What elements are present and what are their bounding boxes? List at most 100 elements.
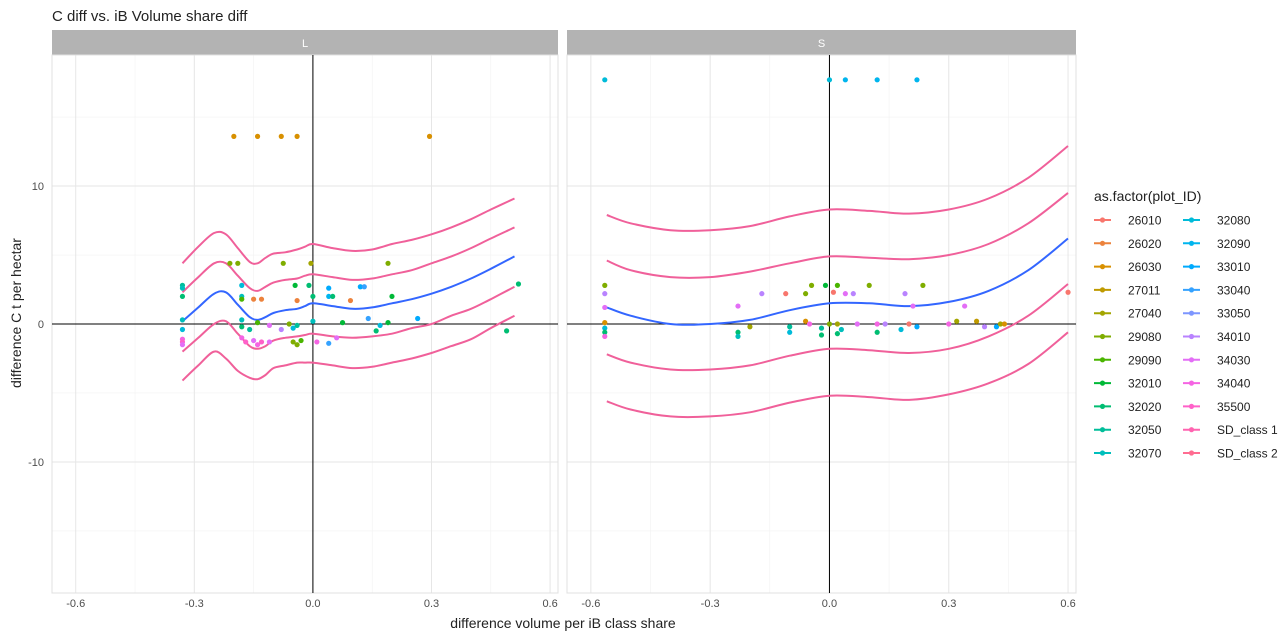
data-point xyxy=(747,324,753,330)
data-point xyxy=(179,285,186,291)
data-point xyxy=(326,285,332,291)
legend-item: 29090 xyxy=(1094,353,1162,367)
legend-label: 32020 xyxy=(1128,400,1162,414)
data-point xyxy=(735,333,741,340)
data-point xyxy=(906,321,912,327)
legend-key-point xyxy=(1188,380,1195,386)
data-point xyxy=(266,339,273,345)
data-point xyxy=(787,329,793,335)
data-point xyxy=(787,324,793,330)
data-point xyxy=(826,321,833,327)
legend-item: 26030 xyxy=(1094,260,1162,274)
legend-label: 26020 xyxy=(1128,237,1162,251)
trend-line xyxy=(181,255,515,322)
band-line-upper-sd-class-2 xyxy=(181,197,515,265)
x-tick-label: 0.0 xyxy=(305,598,320,610)
chart-title: C diff vs. iB Volume share diff xyxy=(52,8,248,25)
legend-item: 26010 xyxy=(1094,214,1162,228)
legend-item: SD_class 1 xyxy=(1183,423,1278,437)
legend-key-point xyxy=(1188,357,1195,363)
data-point xyxy=(830,289,837,295)
data-point xyxy=(842,291,848,297)
x-axis-label: difference volume per iB class share xyxy=(450,615,676,631)
panel-L: L -0.6 -0.3 0.0 0.3 0.6 -10 0 10 xyxy=(28,30,559,610)
band-line-upper-sd-class-1 xyxy=(181,226,515,294)
data-point xyxy=(373,328,379,334)
legend-item: 33050 xyxy=(1183,307,1251,321)
legend-key-point xyxy=(1188,240,1195,246)
legend-key-point xyxy=(1188,450,1195,456)
legend-item: 27040 xyxy=(1094,307,1162,321)
legend-key-point xyxy=(1099,450,1106,456)
data-point xyxy=(602,333,608,340)
data-point xyxy=(292,282,298,288)
legend-key-point xyxy=(1099,287,1106,293)
data-point xyxy=(806,321,813,327)
legend-label: 34010 xyxy=(1217,330,1251,344)
data-point xyxy=(357,284,363,290)
x-tick-label: -0.3 xyxy=(701,598,720,610)
data-point xyxy=(251,337,257,344)
legend-key-point xyxy=(1099,403,1106,409)
x-tick-label: 0.6 xyxy=(1060,598,1075,610)
legend-key-point xyxy=(1188,264,1195,270)
data-point xyxy=(838,326,844,333)
data-point xyxy=(826,77,833,83)
data-point xyxy=(239,296,245,302)
legend-item: 29080 xyxy=(1094,330,1162,344)
data-point xyxy=(330,293,336,300)
legend-label: 34040 xyxy=(1217,377,1251,391)
legend-item: 32010 xyxy=(1094,377,1162,391)
data-point xyxy=(306,282,312,288)
data-point xyxy=(231,133,237,139)
legend-label: 29080 xyxy=(1128,330,1162,344)
band-line-lower-sd-class-2 xyxy=(181,314,515,382)
facet-strip-label: S xyxy=(818,38,825,50)
data-point xyxy=(227,260,233,266)
data-point xyxy=(962,303,968,309)
legend-key-point xyxy=(1099,240,1106,246)
y-tick-label: -10 xyxy=(28,457,44,469)
legend-label: SD_class 2 xyxy=(1217,447,1278,461)
data-point xyxy=(385,260,391,266)
legend-key-point xyxy=(1099,264,1106,270)
legend-key-point xyxy=(1188,217,1195,223)
data-point xyxy=(954,318,960,324)
y-tick-label: 10 xyxy=(32,181,44,193)
legend-title: as.factor(plot_ID) xyxy=(1094,188,1201,204)
data-point xyxy=(310,318,316,324)
data-point xyxy=(179,293,186,300)
data-point xyxy=(874,77,880,83)
data-point xyxy=(914,77,920,83)
legend-item: SD_class 2 xyxy=(1183,447,1278,461)
facet-strip-label: L xyxy=(302,38,308,50)
data-point xyxy=(882,321,888,327)
data-point xyxy=(802,291,809,297)
legend-key-point xyxy=(1099,357,1106,363)
data-point xyxy=(735,329,741,335)
legend-label: 32010 xyxy=(1128,377,1162,391)
data-point xyxy=(759,291,765,297)
x-tick-label: 0.6 xyxy=(542,598,557,610)
legend-label: 26030 xyxy=(1128,260,1162,274)
legend-label: 32070 xyxy=(1128,447,1162,461)
data-point xyxy=(326,340,332,346)
legend-key-point xyxy=(1099,310,1106,316)
y-axis-label: difference C t per hectar xyxy=(8,238,24,388)
legend-label: 33050 xyxy=(1217,307,1251,321)
legend-label: 32090 xyxy=(1217,237,1251,251)
data-point xyxy=(377,322,383,328)
data-point xyxy=(602,325,608,331)
data-point xyxy=(294,322,300,328)
panel-S: S -0.6 -0.3 0.0 0.3 0.6 xyxy=(566,30,1077,610)
legend-key-point xyxy=(1099,427,1106,433)
data-point xyxy=(973,318,980,324)
legend-key-point xyxy=(1188,287,1195,293)
legend-label: SD_class 1 xyxy=(1217,423,1278,437)
data-point xyxy=(902,291,908,297)
data-point xyxy=(874,321,880,327)
legend-item: 34030 xyxy=(1183,353,1251,367)
data-point xyxy=(278,133,284,139)
data-points xyxy=(179,133,522,348)
band-line-lower-sd-class-1 xyxy=(606,283,1069,372)
